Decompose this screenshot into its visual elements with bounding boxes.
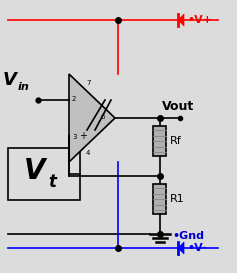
Text: R1: R1 xyxy=(169,194,184,204)
Text: •V+: •V+ xyxy=(187,15,212,25)
Bar xyxy=(8,148,80,200)
Text: in: in xyxy=(18,82,30,92)
Text: 4: 4 xyxy=(86,150,90,156)
Bar xyxy=(154,126,167,156)
Polygon shape xyxy=(69,74,115,162)
Text: +: + xyxy=(79,131,87,141)
Text: •Gnd: •Gnd xyxy=(172,231,204,241)
Text: 7: 7 xyxy=(86,80,91,86)
Text: 6: 6 xyxy=(101,114,105,120)
Text: t: t xyxy=(48,173,56,191)
Bar xyxy=(154,184,167,214)
Text: 3: 3 xyxy=(72,134,77,140)
Polygon shape xyxy=(178,242,184,254)
Text: V: V xyxy=(3,71,17,89)
Text: Vout: Vout xyxy=(162,99,194,112)
Polygon shape xyxy=(178,14,184,26)
Text: Rf: Rf xyxy=(169,136,181,146)
Text: V: V xyxy=(24,157,46,185)
Text: 2: 2 xyxy=(72,96,76,102)
Text: •V-: •V- xyxy=(187,243,207,253)
